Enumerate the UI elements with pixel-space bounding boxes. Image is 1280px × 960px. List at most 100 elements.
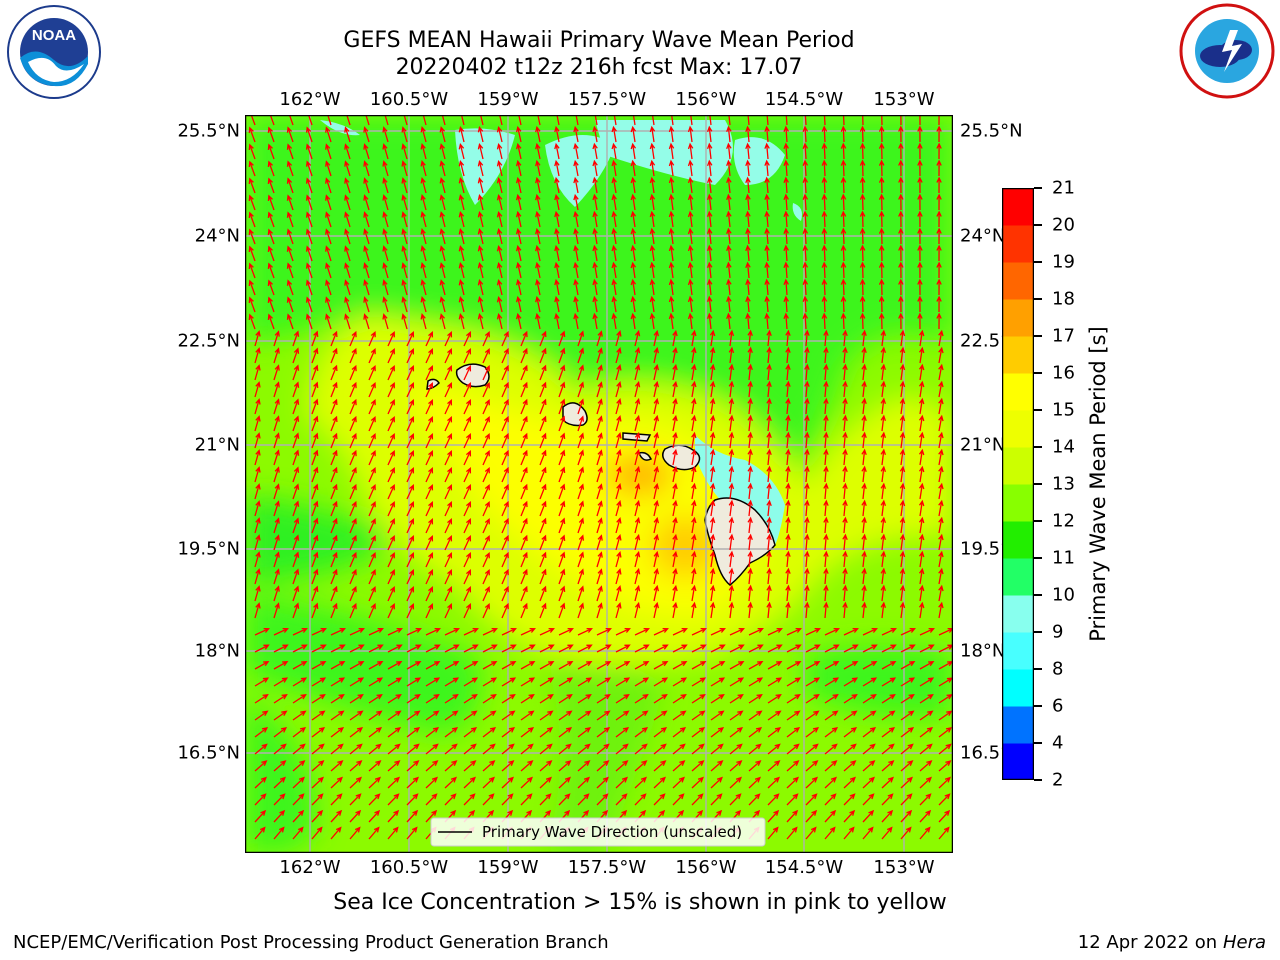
wave-direction-arrow (539, 517, 547, 534)
wave-direction-arrow (554, 210, 560, 228)
wave-direction-arrow (898, 210, 904, 228)
wave-direction-arrow (463, 743, 477, 755)
colorbar-segment (1002, 743, 1034, 781)
wave-direction-arrow (917, 312, 923, 330)
wave-direction-arrow (401, 177, 408, 194)
wave-direction-arrow (425, 743, 439, 755)
wave-direction-arrow (630, 227, 637, 245)
wave-direction-arrow (691, 329, 697, 347)
wave-direction-arrow (615, 483, 622, 500)
lat-tick-right: 24°N (960, 225, 1006, 247)
wave-direction-arrow (878, 278, 885, 296)
wave-direction-arrow (634, 448, 641, 466)
wave-direction-arrow (554, 244, 560, 262)
wave-direction-arrow (406, 450, 415, 466)
wave-direction-arrow (254, 517, 261, 534)
wave-direction-arrow (691, 346, 697, 364)
wave-direction-arrow (425, 518, 434, 534)
wave-direction-arrow (286, 279, 294, 296)
wave-direction-arrow (558, 449, 566, 466)
wave-direction-arrow (596, 677, 612, 687)
wave-direction-arrow (745, 295, 751, 313)
wave-direction-arrow (535, 295, 541, 313)
wave-direction-arrow (592, 312, 598, 330)
wave-direction-arrow (726, 176, 732, 194)
wave-direction-arrow (691, 431, 697, 449)
wave-direction-arrow (842, 363, 848, 381)
wave-direction-arrow (611, 227, 617, 245)
wave-direction-arrow (653, 550, 660, 568)
wave-direction-arrow (292, 660, 308, 670)
wave-direction-arrow (554, 261, 560, 279)
colorbar-tick-label: 20 (1052, 214, 1075, 236)
wave-direction-arrow (706, 295, 713, 313)
wave-direction-arrow (805, 644, 821, 653)
wave-direction-arrow (501, 585, 509, 602)
wave-direction-arrow (804, 465, 810, 483)
lon-tick-top: 157.5°W (567, 89, 647, 110)
wave-direction-arrow (515, 176, 522, 194)
wave-direction-arrow (726, 142, 732, 160)
wave-direction-arrow (539, 500, 547, 517)
wave-direction-arrow (401, 228, 408, 245)
wave-direction-arrow (878, 193, 885, 211)
wave-direction-arrow (458, 176, 465, 194)
wave-direction-arrow (859, 278, 866, 296)
wave-direction-arrow (535, 193, 541, 211)
wave-direction-arrow (344, 143, 351, 160)
wave-direction-arrow (463, 660, 479, 670)
wave-direction-arrow (535, 176, 541, 194)
wave-direction-arrow (859, 227, 866, 245)
wave-direction-arrow (653, 465, 660, 483)
wave-direction-arrow (766, 380, 772, 398)
wave-direction-arrow (840, 193, 847, 211)
wave-direction-arrow (273, 743, 287, 755)
wave-direction-arrow (709, 329, 716, 347)
wave-direction-arrow (344, 211, 351, 228)
wave-direction-arrow (344, 177, 351, 194)
wave-direction-arrow (401, 126, 408, 143)
wave-direction-arrow (325, 296, 332, 313)
wave-direction-arrow (823, 465, 829, 483)
wave-direction-arrow (592, 227, 598, 245)
wave-direction-arrow (368, 330, 376, 347)
wave-direction-arrow (843, 776, 856, 789)
wave-direction-arrow (349, 693, 364, 704)
wave-direction-arrow (292, 793, 305, 806)
wave-direction-arrow (824, 826, 836, 840)
wave-direction-arrow (482, 602, 490, 619)
wave-direction-arrow (520, 743, 534, 755)
wave-direction-arrow (668, 244, 675, 262)
wave-direction-arrow (539, 466, 547, 483)
wave-direction-arrow (501, 517, 509, 534)
wave-direction-arrow (292, 500, 300, 517)
wave-direction-arrow (823, 380, 829, 398)
wave-direction-arrow (330, 602, 338, 619)
wave-direction-arrow (919, 760, 933, 772)
wave-direction-arrow (254, 483, 261, 500)
wave-direction-arrow (406, 348, 415, 364)
wave-direction-arrow (539, 710, 554, 721)
wave-direction-arrow (535, 278, 541, 296)
wave-direction-arrow (482, 415, 490, 432)
wave-direction-arrow (420, 126, 427, 143)
wave-direction-arrow (634, 693, 649, 704)
wave-direction-arrow (653, 482, 660, 500)
wave-direction-arrow (444, 467, 453, 483)
wave-direction-arrow (859, 159, 866, 177)
wave-direction-arrow (463, 627, 479, 636)
wave-direction-arrow (764, 261, 770, 279)
wave-direction-arrow (292, 710, 307, 721)
wave-direction-arrow (501, 364, 509, 381)
wave-direction-arrow (477, 176, 484, 194)
wave-direction-arrow (917, 142, 923, 160)
wave-direction-arrow (501, 793, 514, 806)
wave-direction-arrow (728, 499, 735, 517)
wave-direction-arrow (496, 312, 503, 330)
wave-direction-arrow (254, 381, 261, 398)
wave-direction-arrow (823, 414, 829, 432)
wave-direction-arrow (425, 726, 440, 738)
wave-direction-arrow (520, 776, 533, 789)
wave-direction-arrow (938, 776, 951, 789)
colorbar-segment (1002, 188, 1034, 226)
